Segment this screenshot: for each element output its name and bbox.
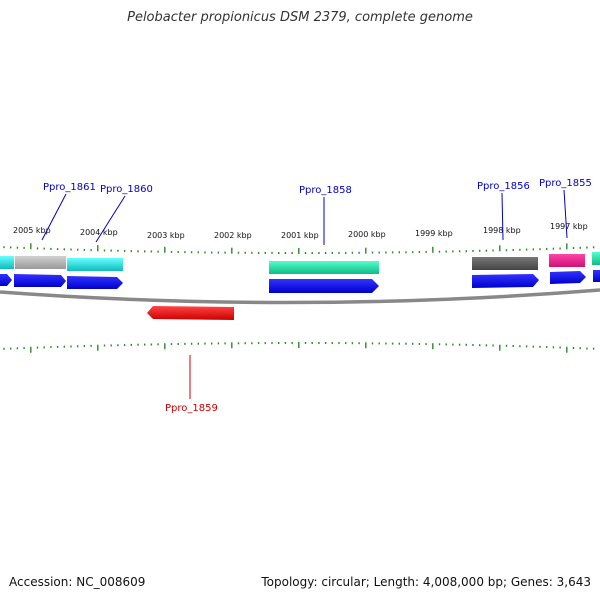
gene-label-ppro-1861[interactable]: Ppro_1861 bbox=[43, 182, 96, 193]
scale-label: 1997 kbp bbox=[550, 222, 588, 231]
outer-scale-ticks bbox=[3, 243, 595, 254]
gene-label-ppro-1859[interactable]: Ppro_1859 bbox=[165, 403, 218, 414]
genome-summary: Topology: circular; Length: 4,008,000 bp… bbox=[261, 575, 591, 589]
cds-forward[interactable] bbox=[472, 274, 539, 288]
scale-labels: 2005 kbp 2004 kbp 2003 kbp 2002 kbp 2001… bbox=[13, 222, 588, 240]
cds-forward[interactable] bbox=[0, 274, 12, 286]
scale-label: 2002 kbp bbox=[214, 231, 252, 240]
page-title: Pelobacter propionicus DSM 2379, complet… bbox=[127, 10, 473, 25]
feature-track bbox=[0, 252, 600, 274]
gene-label-ppro-1860[interactable]: Ppro_1860 bbox=[100, 184, 153, 195]
scale-label: 2004 kbp bbox=[80, 228, 118, 237]
cds-forward[interactable] bbox=[593, 270, 600, 282]
gene-label-ppro-1858[interactable]: Ppro_1858 bbox=[299, 185, 352, 196]
cds-forward[interactable] bbox=[550, 271, 586, 284]
feature-cyan[interactable] bbox=[67, 258, 123, 271]
cds-forward[interactable] bbox=[269, 279, 379, 293]
label-leaders bbox=[41, 189, 568, 399]
feature-darkgray[interactable] bbox=[472, 257, 538, 270]
scale-label: 1998 kbp bbox=[483, 226, 521, 235]
scale-label: 2001 kbp bbox=[281, 231, 319, 240]
feature-magenta[interactable] bbox=[549, 254, 585, 267]
scale-label: 2003 kbp bbox=[147, 231, 185, 240]
forward-cds-track bbox=[0, 270, 600, 293]
cds-forward[interactable] bbox=[14, 274, 66, 287]
feature-gray[interactable] bbox=[15, 256, 66, 269]
feature-cyan[interactable] bbox=[0, 256, 14, 269]
scale-label: 2000 kbp bbox=[348, 230, 386, 239]
gene-label-ppro-1856[interactable]: Ppro_1856 bbox=[477, 181, 530, 192]
gene-label-ppro-1855[interactable]: Ppro_1855 bbox=[539, 178, 592, 189]
gene-labels: Ppro_1861 Ppro_1860 Ppro_1858 Ppro_1856 … bbox=[43, 178, 592, 414]
scale-label: 1999 kbp bbox=[415, 229, 453, 238]
scale-label: 2005 kbp bbox=[13, 226, 51, 235]
genome-backbone bbox=[0, 288, 600, 305]
cds-reverse[interactable] bbox=[147, 306, 234, 320]
cds-forward[interactable] bbox=[67, 276, 123, 289]
accession-label: Accession: NC_008609 bbox=[9, 575, 146, 589]
feature-teal[interactable] bbox=[592, 252, 600, 265]
inner-scale-ticks bbox=[3, 342, 595, 353]
feature-teal[interactable] bbox=[269, 261, 379, 274]
